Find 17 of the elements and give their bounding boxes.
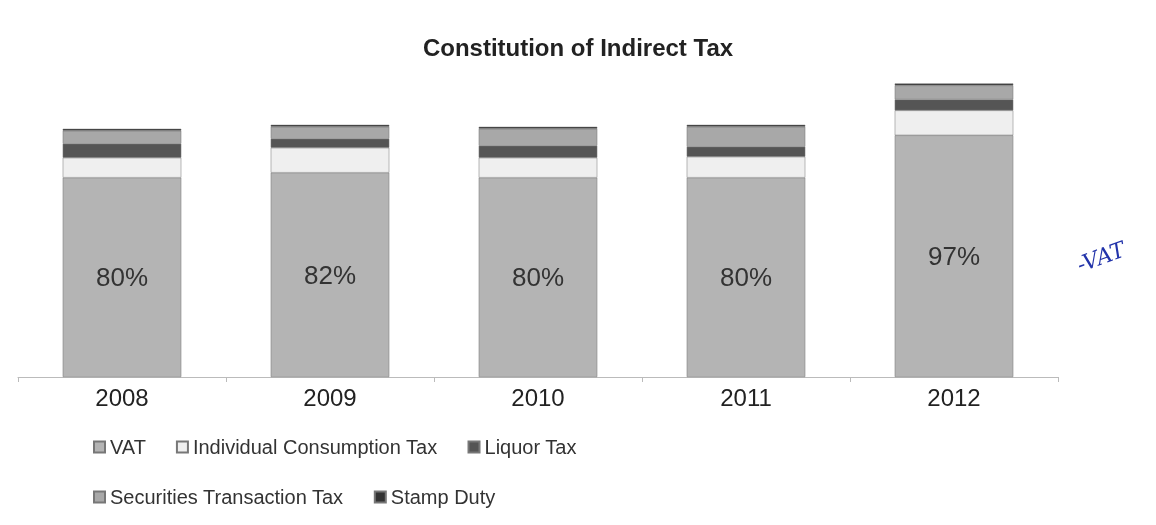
- x-tick-label: 2008: [95, 383, 149, 411]
- data-label: 80%: [719, 262, 773, 293]
- legend-label: Stamp Duty: [390, 486, 496, 508]
- data-label: 80%: [95, 262, 149, 293]
- data-label: 97%: [927, 241, 981, 272]
- text: -VAT: [1073, 236, 1130, 278]
- data-label: 80%: [511, 262, 565, 293]
- legend-label: VAT: [110, 436, 146, 458]
- legend-label: Individual Consumption Tax: [192, 436, 438, 458]
- chart-title: Constitution of Indirect Tax: [422, 33, 734, 61]
- legend-label: Securities Transaction Tax: [110, 486, 344, 508]
- x-tick-label: 2011: [720, 383, 772, 411]
- x-tick-label: 2009: [303, 383, 357, 411]
- x-tick-label: 2012: [927, 383, 981, 411]
- legend-label: Liquor Tax: [484, 436, 577, 458]
- x-tick-label: 2010: [511, 383, 565, 411]
- data-label: 82%: [303, 259, 357, 290]
